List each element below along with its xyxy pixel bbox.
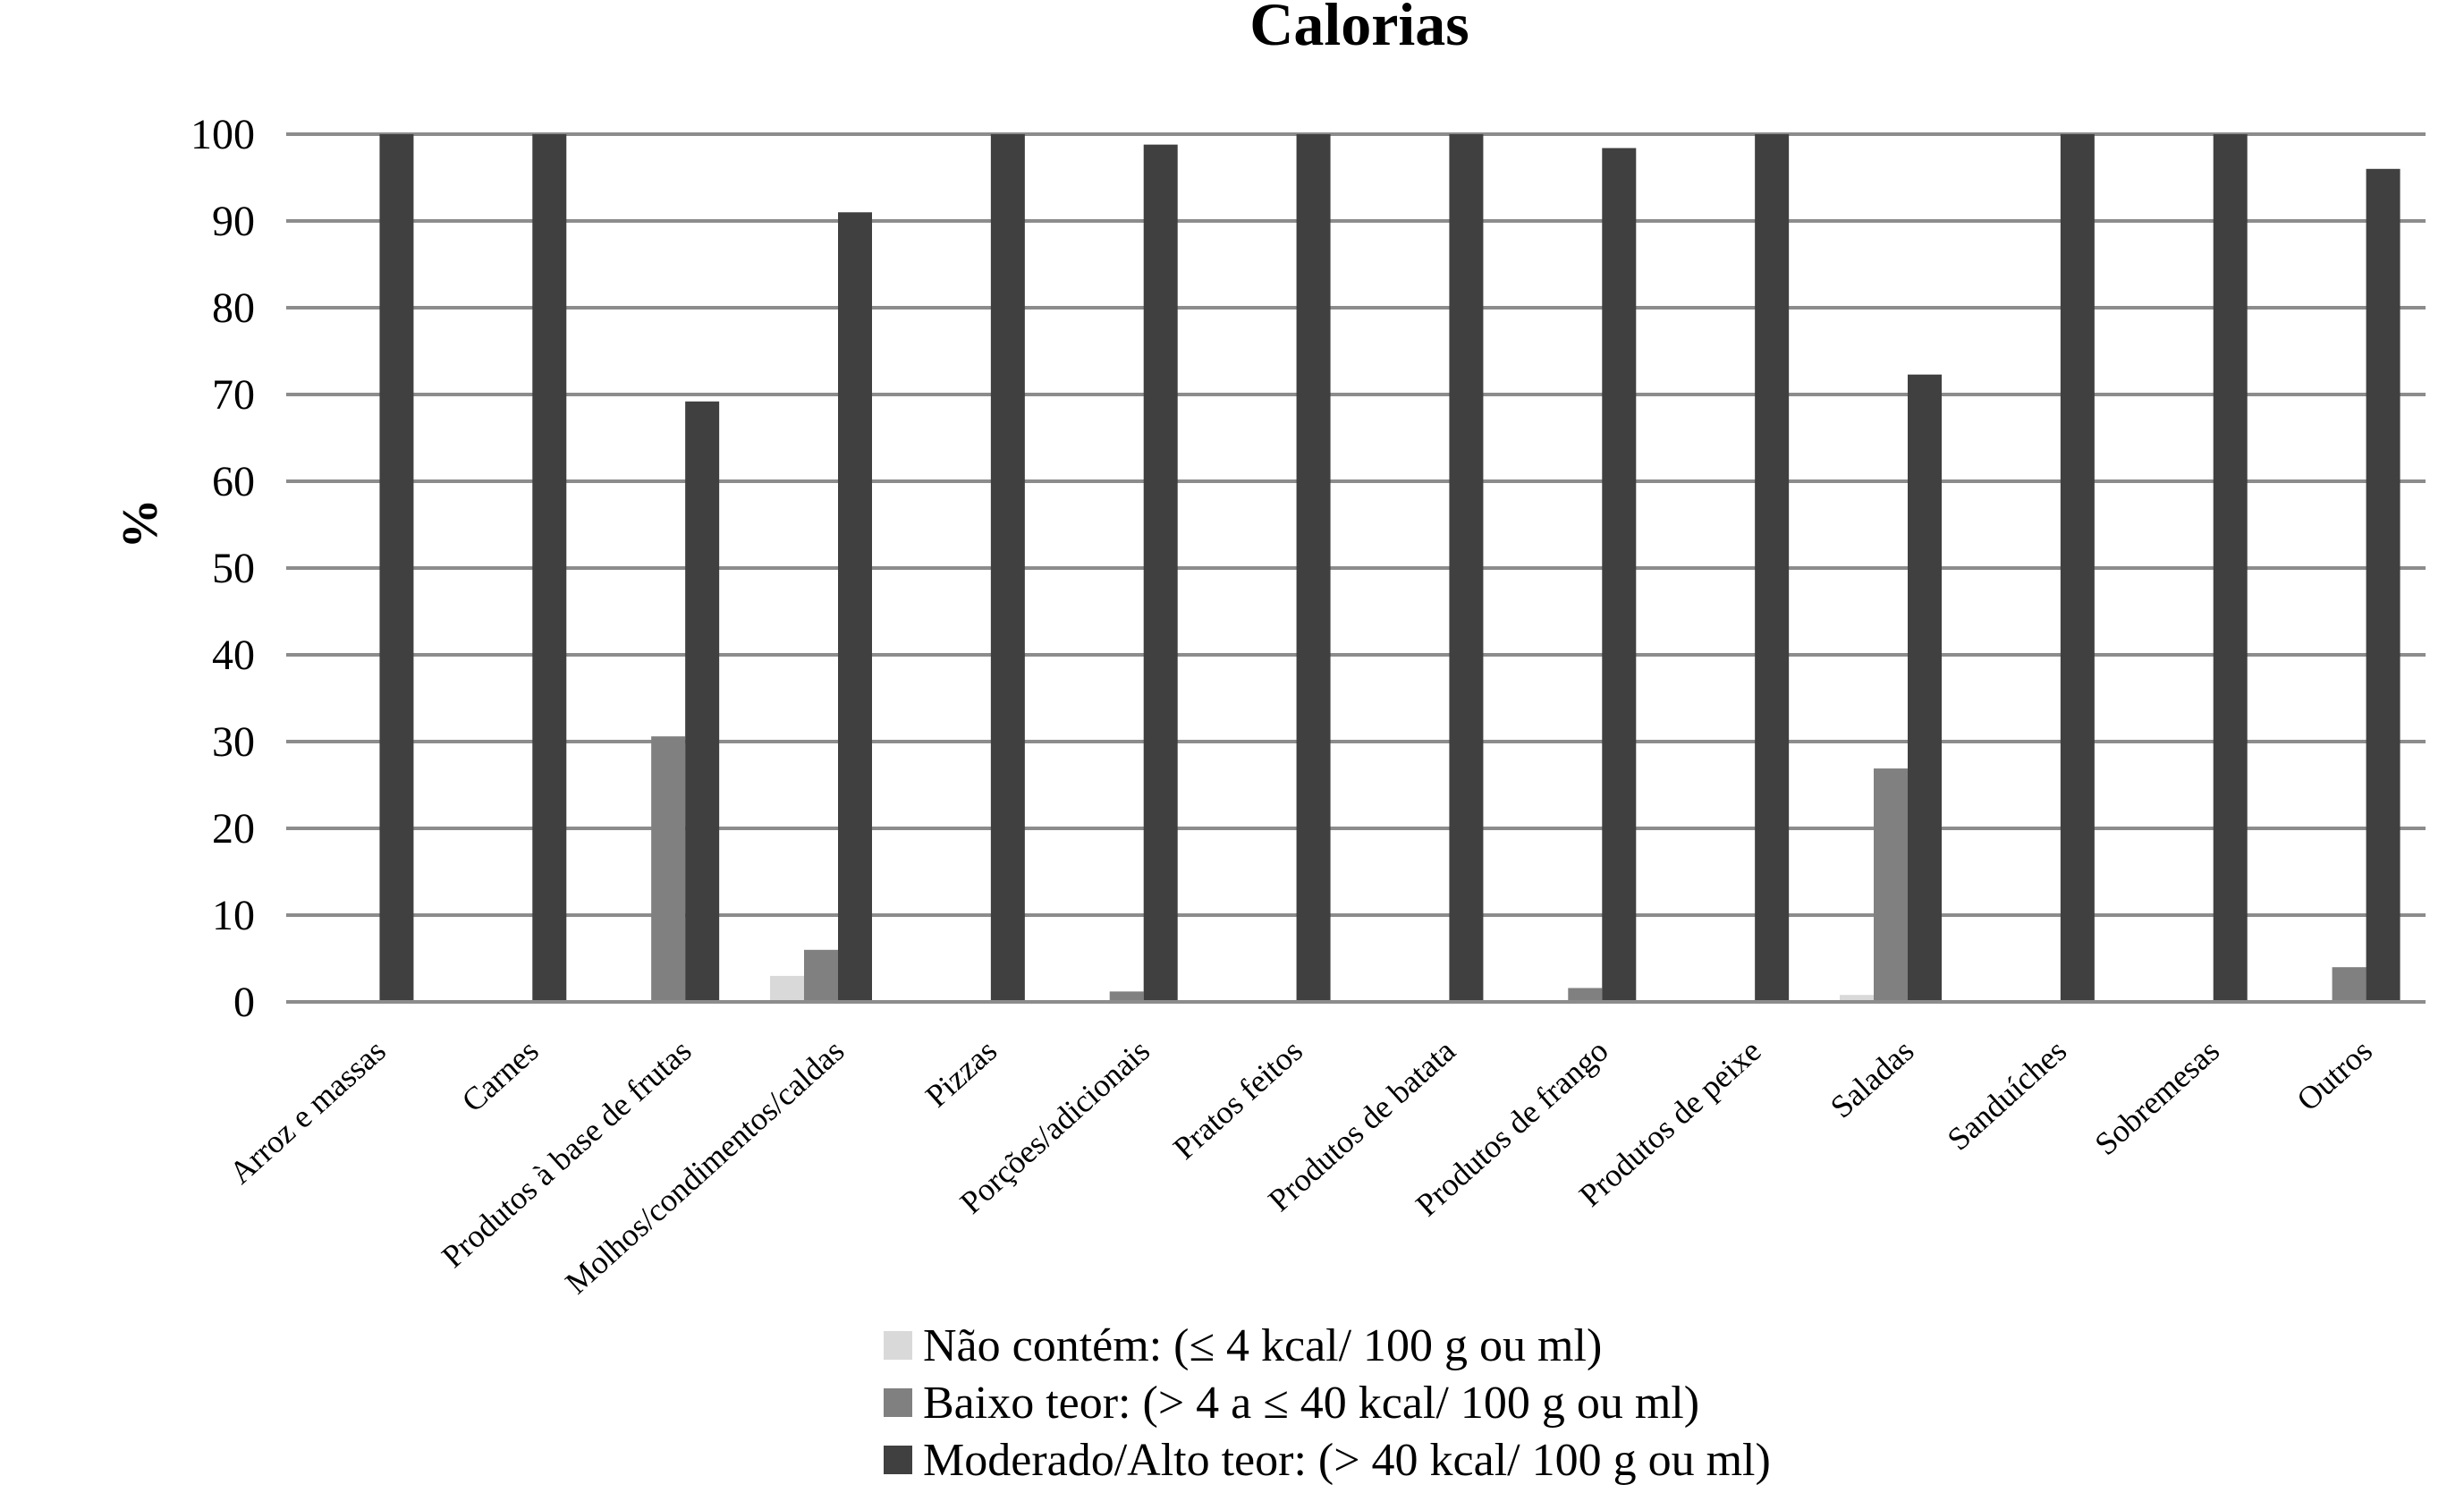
- bar: [1908, 374, 1942, 1002]
- x-tick-label: Pizzas: [919, 1032, 1003, 1114]
- x-tick-label: Saladas: [1824, 1032, 1920, 1124]
- x-tick-label: Arroz e massas: [223, 1032, 393, 1191]
- bar: [1602, 148, 1637, 1002]
- bar: [770, 975, 804, 1002]
- y-tick-label: 50: [212, 545, 255, 592]
- bar: [2060, 134, 2095, 1002]
- bar: [804, 949, 838, 1002]
- y-axis-label: %: [112, 498, 167, 548]
- y-tick-label: 80: [212, 284, 255, 332]
- bar: [1874, 768, 1908, 1002]
- y-tick-label: 40: [212, 632, 255, 679]
- bar: [1109, 991, 1144, 1002]
- gridlines: [286, 132, 2426, 917]
- x-tick-label: Outros: [2290, 1032, 2379, 1117]
- bar: [2213, 134, 2248, 1002]
- legend-label: Moderado/Alto teor: (> 40 kcal/ 100 g ou…: [923, 1435, 1771, 1486]
- legend-swatch: [884, 1446, 912, 1474]
- bar: [1449, 134, 1484, 1002]
- y-tick-label: 70: [212, 371, 255, 419]
- bar: [532, 134, 567, 1002]
- bar: [379, 134, 414, 1002]
- y-tick-label: 20: [212, 805, 255, 853]
- bar: [2332, 967, 2367, 1002]
- bar: [1568, 988, 1603, 1002]
- x-tick-label: Sanduíches: [1941, 1032, 2074, 1157]
- bar: [838, 212, 872, 1003]
- legend-label: Baixo teor: (> 4 a ≤ 40 kcal/ 100 g ou m…: [923, 1378, 1699, 1429]
- x-tick-label: Molhos/condimentos/caldas: [558, 1032, 851, 1301]
- x-tick-label: Pratos feitos: [1166, 1032, 1309, 1166]
- y-axis-ticks: 0 10 20 30 40 50 60 70 80 90 100: [191, 111, 255, 1026]
- bar: [990, 134, 1025, 1002]
- legend: Não contém: (≤ 4 kcal/ 100 g ou ml) Baixo…: [884, 1320, 1771, 1486]
- y-tick-label: 30: [212, 718, 255, 766]
- bar: [651, 736, 686, 1002]
- legend-label: Não contém: (≤ 4 kcal/ 100 g ou ml): [923, 1320, 1602, 1371]
- bars: [379, 134, 2400, 1003]
- y-tick-label: 90: [212, 198, 255, 245]
- bar: [2366, 168, 2400, 1003]
- y-tick-label: 0: [233, 979, 255, 1026]
- bar: [1296, 134, 1331, 1002]
- legend-swatch: [884, 1388, 912, 1417]
- x-tick-label: Produtos à base de frutas: [435, 1032, 698, 1275]
- y-tick-label: 10: [212, 892, 255, 939]
- x-tick-label: Sobremesas: [2088, 1032, 2227, 1162]
- bar: [1840, 995, 1874, 1002]
- bar: [685, 401, 720, 1002]
- bar: [1755, 134, 1790, 1002]
- legend-swatch: [884, 1331, 912, 1360]
- bar: [1143, 144, 1178, 1002]
- y-tick-label: 60: [212, 458, 255, 505]
- x-tick-label: Carnes: [455, 1032, 546, 1119]
- chart-title: Calorias: [1249, 0, 1469, 58]
- y-tick-label: 100: [191, 111, 255, 158]
